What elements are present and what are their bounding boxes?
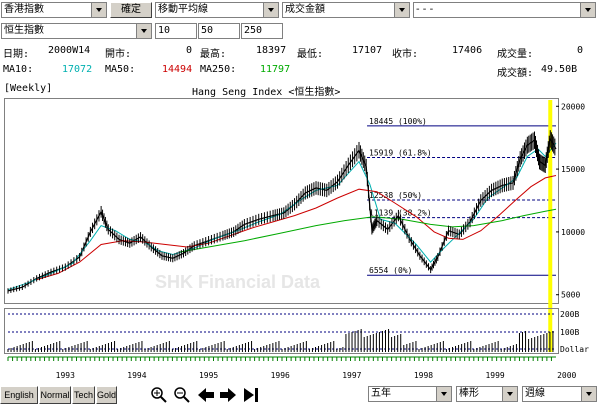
arrow-right-icon[interactable] [219, 387, 237, 403]
x-tick-label: 1995 [199, 371, 218, 380]
fib-label: 15919 (61.8%) [369, 149, 432, 158]
period-label: [Weekly] [4, 83, 53, 94]
english-button[interactable]: English [0, 386, 38, 404]
ma3-input[interactable]: 250 [241, 23, 283, 39]
ma250-label: MA250: [200, 64, 237, 75]
open-value: 0 [186, 45, 193, 56]
x-tick-label: 1994 [127, 371, 146, 380]
ma2-input[interactable]: 50 [198, 23, 240, 39]
vol-label: 成交量: [497, 49, 534, 60]
ma250-value: 11797 [260, 64, 291, 75]
x-tick-label: 2000 [557, 371, 576, 380]
period-select[interactable]: 五年 [368, 386, 452, 402]
chevron-down-icon[interactable] [91, 3, 106, 17]
fib-label: 6554 (0%) [369, 266, 412, 275]
cursor-bar [548, 100, 553, 352]
x-axis: 1993 1994 1995 1996 1997 1998 1999 2000 [7, 356, 577, 380]
x-tick-label: 1998 [414, 371, 433, 380]
chart-title: Hang Seng Index <恒生指數> [192, 87, 341, 98]
y-tick-label: 5000 [561, 291, 580, 300]
chevron-down-icon[interactable] [136, 24, 151, 38]
type-select[interactable]: 棒形 [456, 386, 518, 402]
cursor-layer [548, 100, 553, 352]
price-chart-panel[interactable] [4, 98, 559, 304]
ma250-series-line [179, 208, 557, 253]
date-value: 2000W14 [48, 45, 91, 56]
volume-tick-label: 100B [560, 328, 579, 337]
zoom-in-icon[interactable] [150, 386, 168, 404]
chevron-down-icon[interactable] [263, 3, 278, 17]
fib-label: 18445 (100%) [369, 117, 427, 126]
ma10-label: MA10: [3, 64, 34, 75]
ma1-input[interactable]: 10 [155, 23, 197, 39]
vol-value: 0 [577, 45, 584, 56]
chevron-down-icon[interactable] [581, 387, 596, 401]
scroll-end-icon[interactable] [242, 387, 260, 403]
volume-tick-label: 200B [560, 310, 579, 319]
y-tick-label: 20000 [561, 102, 585, 111]
chevron-down-icon[interactable] [580, 3, 595, 17]
gold-button[interactable]: Gold [96, 386, 117, 404]
open-label: 開市: [105, 49, 132, 60]
type-select-value: 棒形 [459, 388, 479, 399]
x-tick-label: 1996 [271, 371, 290, 380]
sub-index-select[interactable]: 恒生指數 [1, 23, 152, 39]
high-value: 18397 [256, 45, 287, 56]
x-tick-label: 1993 [56, 371, 75, 380]
chevron-down-icon[interactable] [502, 387, 517, 401]
freq-select-value: 週線 [525, 388, 545, 399]
turnover-label: 成交額: [497, 68, 534, 79]
chevron-down-icon[interactable] [394, 3, 409, 17]
volume-bars: 200B 100B Dollar [7, 310, 589, 354]
freq-select[interactable]: 週線 [522, 386, 597, 402]
volume-tick-label: Dollar [560, 345, 589, 354]
normal-button[interactable]: Normal [39, 386, 71, 404]
indicator-select[interactable]: 移動平均線 [155, 2, 279, 18]
tech-button[interactable]: Tech [72, 386, 95, 404]
y-axis-ticks: 20000 15000 10000 5000 [556, 102, 585, 300]
volume-select[interactable]: 成交金額 [282, 2, 410, 18]
period-select-value: 五年 [371, 388, 391, 399]
watermark: SHK Financial Data [155, 272, 321, 292]
x-tick-label: 1999 [485, 371, 504, 380]
index-select-value: 香港指數 [4, 4, 44, 15]
fib-label: 12538 (50%) [369, 191, 422, 200]
extra-select-value: - - - [416, 4, 434, 15]
volume-panel[interactable] [4, 308, 559, 354]
volume-select-value: 成交金額 [285, 4, 325, 15]
index-select[interactable]: 香港指數 [1, 2, 107, 18]
confirm-button[interactable]: 確定 [110, 2, 152, 18]
low-value: 17107 [352, 45, 383, 56]
high-label: 最高: [200, 49, 227, 60]
date-label: 日期: [3, 49, 30, 60]
arrow-left-icon[interactable] [197, 387, 215, 403]
ma50-label: MA50: [105, 64, 136, 75]
ma10-value: 17072 [62, 64, 93, 75]
x-tick-label: 1997 [342, 371, 361, 380]
ma50-series-line [36, 175, 557, 281]
ma50-value: 14494 [162, 64, 193, 75]
close-value: 17406 [452, 45, 483, 56]
close-label: 收市: [392, 49, 419, 60]
y-tick-label: 15000 [561, 165, 585, 174]
series-lines [7, 130, 557, 294]
chevron-down-icon[interactable] [436, 387, 451, 401]
sub-index-select-value: 恒生指數 [4, 25, 44, 36]
y-tick-label: 10000 [561, 228, 585, 237]
low-label: 最低: [297, 49, 324, 60]
turnover-value: 49.50B [541, 64, 578, 75]
indicator-select-value: 移動平均線 [158, 4, 208, 15]
zoom-out-icon[interactable] [173, 386, 191, 404]
fib-label: 11139 (38.2%) [369, 209, 432, 218]
extra-select[interactable]: - - - [413, 2, 596, 18]
